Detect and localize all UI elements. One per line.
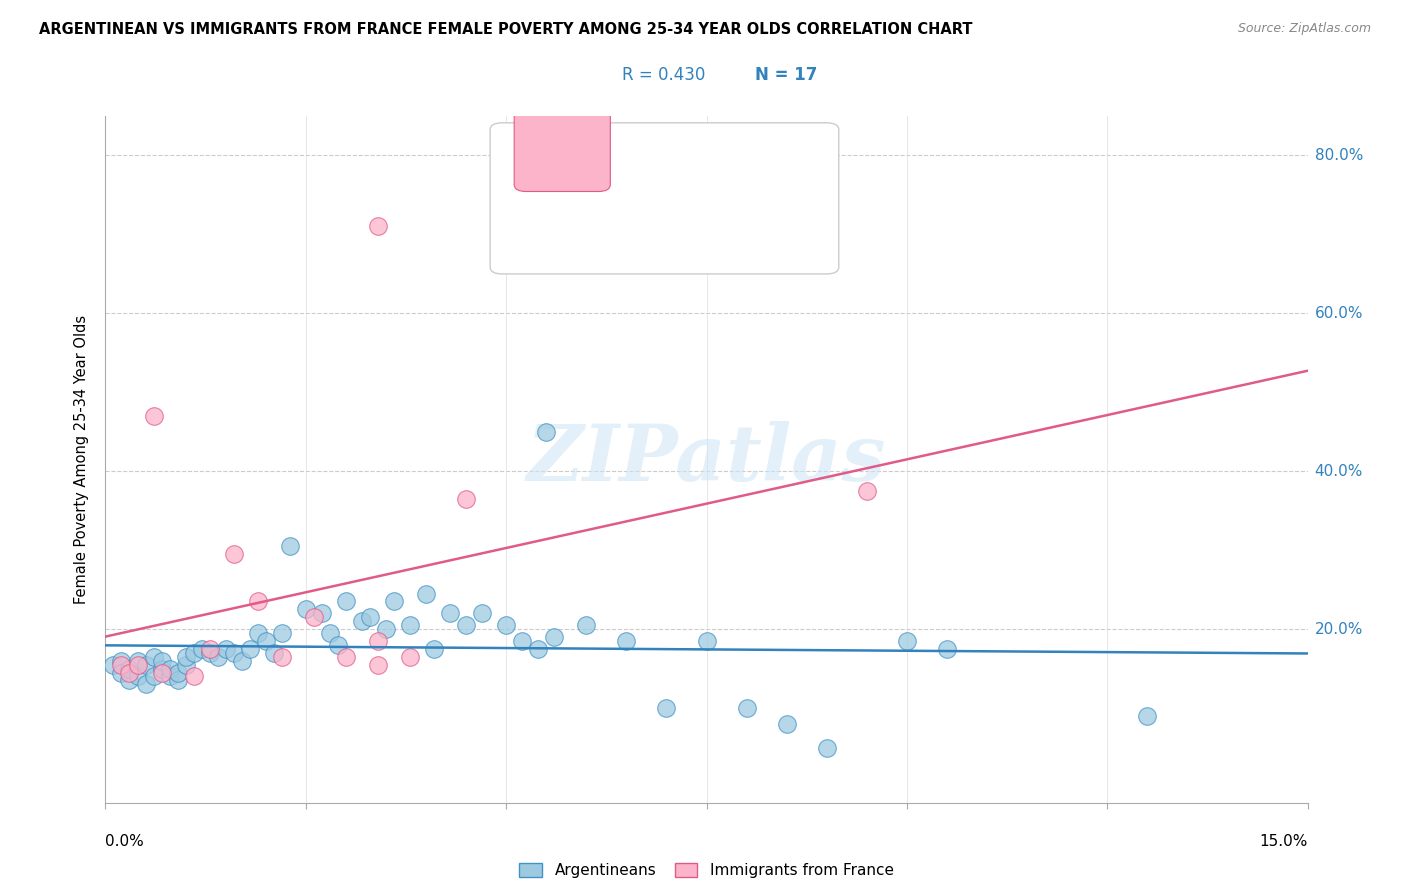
Point [127,657,149,672]
Point [495,618,517,632]
Point [159,662,181,676]
Point [359,610,381,624]
Point [735,701,758,715]
Point [183,646,205,660]
FancyBboxPatch shape [515,0,610,192]
Point [896,634,918,648]
Point [118,665,141,680]
Point [1136,709,1159,723]
Point [936,641,959,656]
Point [270,626,292,640]
Point [159,669,181,683]
Point [110,665,132,680]
Legend: Argentineans, Immigrants from France: Argentineans, Immigrants from France [513,856,900,885]
Point [150,665,173,680]
Point [350,614,373,628]
Point [110,654,132,668]
Text: 60.0%: 60.0% [1315,306,1362,321]
Point [110,657,132,672]
Point [222,646,245,660]
Point [150,662,173,676]
FancyBboxPatch shape [491,123,839,274]
Point [127,654,149,668]
Point [415,586,437,600]
Point [319,626,342,640]
Point [246,594,269,608]
Point [174,649,197,664]
Text: Source: ZipAtlas.com: Source: ZipAtlas.com [1237,22,1371,36]
Text: ZIPatlas: ZIPatlas [527,421,886,498]
Point [198,641,221,656]
Point [190,641,212,656]
Point [510,634,533,648]
Point [454,491,477,506]
Point [382,594,405,608]
Point [399,618,422,632]
Text: 15.0%: 15.0% [1260,834,1308,849]
Point [222,547,245,561]
Point [655,701,678,715]
Point [815,740,838,755]
Point [302,610,325,624]
Point [367,219,389,234]
Point [367,657,389,672]
Text: N = 17: N = 17 [755,66,817,84]
Point [696,634,718,648]
Point [198,646,221,660]
Point [135,657,157,672]
Point [543,630,565,644]
Point [118,662,141,676]
Point [270,649,292,664]
Point [166,673,188,688]
Point [263,646,285,660]
Point [855,483,877,498]
Point [239,641,262,656]
Point [335,649,357,664]
Point [103,657,125,672]
Point [471,607,494,621]
Point [311,607,333,621]
Point [295,602,318,616]
Point [127,669,149,683]
Point [246,626,269,640]
Text: 0.0%: 0.0% [105,834,145,849]
Point [183,669,205,683]
Point [367,634,389,648]
Point [326,638,349,652]
Point [142,409,165,423]
Text: 80.0%: 80.0% [1315,148,1362,163]
Text: 20.0%: 20.0% [1315,622,1362,637]
Point [439,607,461,621]
Point [207,649,229,664]
Point [575,618,598,632]
Point [214,641,236,656]
Point [616,634,638,648]
Point [150,654,173,668]
Text: ARGENTINEAN VS IMMIGRANTS FROM FRANCE FEMALE POVERTY AMONG 25-34 YEAR OLDS CORRE: ARGENTINEAN VS IMMIGRANTS FROM FRANCE FE… [39,22,973,37]
Point [142,669,165,683]
Point [174,657,197,672]
Point [231,654,253,668]
Text: R = 0.430: R = 0.430 [623,66,706,84]
Point [278,539,301,553]
Point [166,665,188,680]
Point [335,594,357,608]
Point [135,677,157,691]
Point [776,716,799,731]
Y-axis label: Female Poverty Among 25-34 Year Olds: Female Poverty Among 25-34 Year Olds [75,315,90,604]
Point [374,622,398,636]
Point [118,673,141,688]
Point [454,618,477,632]
Text: 40.0%: 40.0% [1315,464,1362,479]
Point [142,649,165,664]
Point [534,425,557,439]
Point [527,641,550,656]
Point [254,634,277,648]
Point [423,641,446,656]
Point [399,649,422,664]
